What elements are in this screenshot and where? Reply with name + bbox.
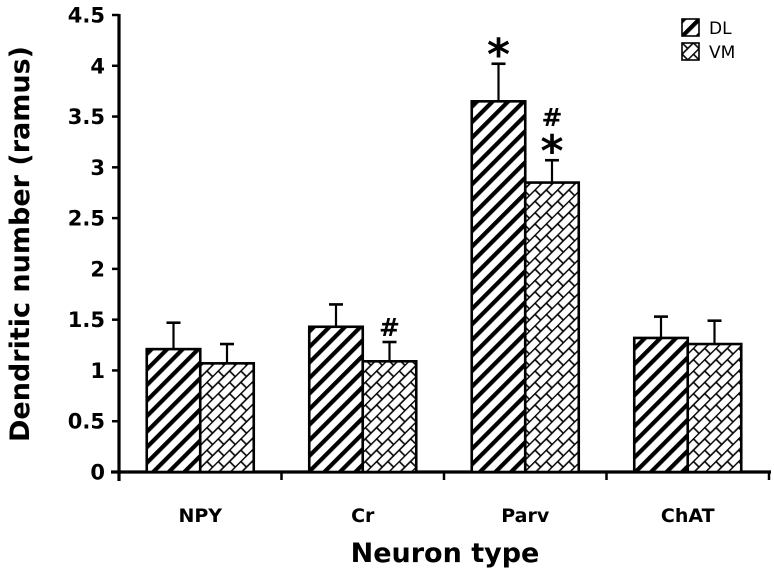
asterisk-marker: * [487,30,510,81]
x-axis: NPY Cr Parv ChAT [111,470,771,527]
bar-dl-npy [145,347,202,474]
x-category-label: Cr [351,505,375,527]
y-axis: 0 0.5 1 1.5 2 2.5 3 3.5 4 4.5 [68,4,121,485]
x-category-label: Parv [501,505,550,527]
x-category-label: NPY [178,505,222,527]
y-tick-label: 3 [90,156,105,180]
bar-series [145,100,743,474]
y-tick-label: 1 [90,359,105,383]
y-tick-label: 4 [90,54,105,78]
legend-swatch-dl [681,18,700,37]
y-tick-label: 4.5 [68,4,105,28]
legend-label-dl: DL [709,19,732,39]
bar-dl-cr [307,325,365,474]
bar-vm-parv [523,181,581,474]
y-axis-title: Dendritic number (ramus) [5,46,36,442]
y-tick-label: 0 [90,461,105,485]
x-axis-title: Neuron type [351,538,540,569]
bar-vm-cr [361,360,418,474]
bar-dl-parv [470,100,527,474]
bar-dl-chat [632,336,690,474]
legend-swatch-vm [681,42,700,61]
x-category-label: ChAT [661,505,715,527]
asterisk-marker: * [540,126,563,177]
hash-marker: # [379,313,400,342]
y-tick-label: 2.5 [68,207,105,231]
legend: DL VM [681,18,735,63]
y-tick-label: 2 [90,257,105,281]
legend-label-vm: VM [709,43,735,63]
y-tick-label: 1.5 [68,308,105,332]
significance-markers: *#*# [379,30,563,342]
bar-vm-chat [686,342,743,474]
y-tick-label: 3.5 [68,105,105,129]
error-bars [166,62,722,364]
bar-vm-npy [198,362,256,474]
y-tick-label: 0.5 [68,410,105,434]
hash-marker: # [542,103,563,132]
